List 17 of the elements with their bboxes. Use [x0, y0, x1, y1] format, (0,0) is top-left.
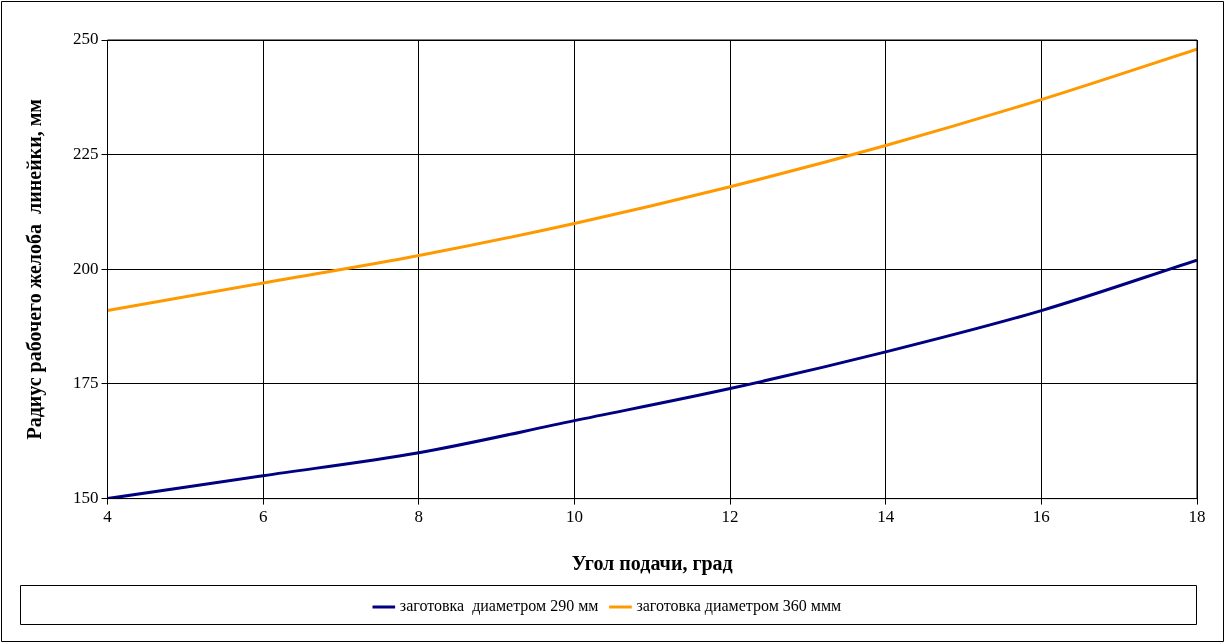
x-tick-label: 12: [721, 507, 739, 527]
x-tick-label: 8: [414, 507, 424, 527]
y-axis-title: Радиус рабочего желоба линейки, мм: [23, 99, 47, 440]
x-tick-label: 16: [1032, 507, 1050, 527]
y-tick-label: 225: [73, 144, 99, 164]
x-tick-label: 18: [1188, 507, 1206, 527]
x-axis-title: Угол подачи, град: [571, 552, 733, 576]
y-tick-label: 200: [73, 258, 99, 278]
x-tick-label: 10: [565, 507, 583, 527]
y-tick-label: 150: [73, 488, 99, 508]
legend-label: заготовка диаметром 290 мм: [399, 597, 599, 616]
y-tick-label: 175: [73, 373, 99, 393]
x-tick-label: 14: [877, 507, 895, 527]
legend-label: заготовка диаметром 360 ммм: [636, 597, 842, 616]
x-tick-label: 6: [258, 507, 268, 527]
x-tick-label: 4: [103, 507, 113, 527]
y-tick-label: 250: [73, 29, 99, 49]
